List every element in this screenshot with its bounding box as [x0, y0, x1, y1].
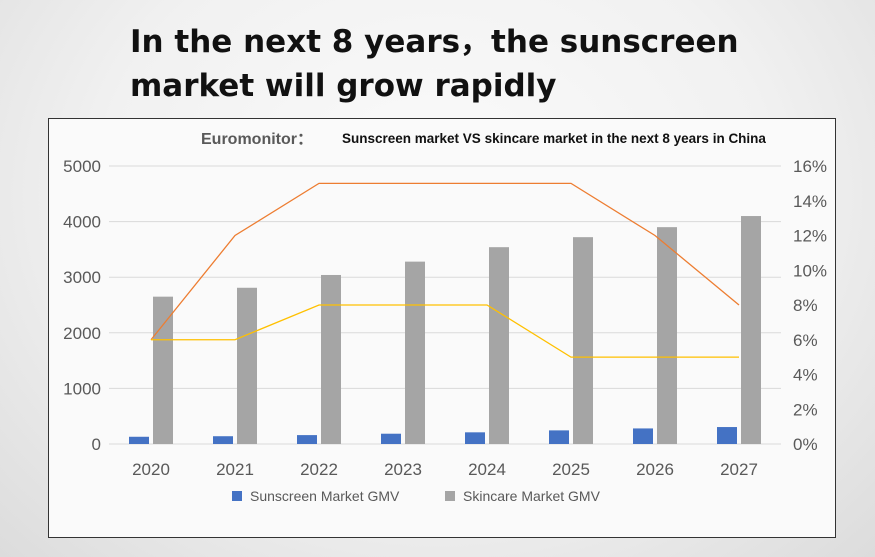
chart-frame: 0 1000 2000 3000 4000 5000 0% 2% 4% 6% 8% 10% 12% 14%… [48, 118, 836, 538]
category-label: 2026 [636, 460, 674, 479]
right-tick-label: 12% [793, 227, 827, 246]
right-tick-label: 6% [793, 331, 818, 350]
category-label: 2023 [384, 460, 422, 479]
lines [150, 182, 740, 358]
chart-svg: 0 1000 2000 3000 4000 5000 0% 2% 4% 6% 8% 10% 12% 14%… [63, 131, 827, 504]
chart-title: Sunscreen market VS skincare market in t… [342, 131, 766, 146]
right-tick-label: 16% [793, 157, 827, 176]
right-tick-label: 2% [793, 400, 818, 419]
sunscreen-bar [381, 433, 401, 444]
legend-label-sunscreen: Sunscreen Market GMV [250, 488, 400, 504]
category-label: 2025 [552, 460, 590, 479]
left-tick-label: 5000 [63, 157, 101, 176]
left-tick-label: 1000 [63, 379, 101, 398]
skincare-bar [741, 216, 761, 444]
right-tick-label: 10% [793, 261, 827, 280]
category-label: 2024 [468, 460, 506, 479]
right-tick-label: 4% [793, 366, 818, 385]
sunscreen-bar [549, 430, 569, 444]
skincare-bar [237, 287, 257, 444]
left-tick-label: 4000 [63, 213, 101, 232]
sunscreen-bar [297, 435, 317, 444]
left-tick-label: 2000 [63, 324, 101, 343]
sunscreen-bar [633, 428, 653, 444]
axis-labels: 0 1000 2000 3000 4000 5000 0% 2% 4% 6% 8% 10% 12% 14%… [63, 157, 827, 479]
skincare-bar [489, 247, 509, 444]
headline-title: In the next 8 years，the sunscreen market… [130, 24, 739, 104]
skincare-bar [321, 274, 341, 444]
right-tick-label: 0% [793, 435, 818, 454]
category-label: 2021 [216, 460, 254, 479]
legend-label-skincare: Skincare Market GMV [463, 488, 601, 504]
category-label: 2027 [720, 460, 758, 479]
sunscreen-bar [465, 432, 485, 444]
sunscreen-bar [129, 436, 149, 444]
sunscreen-bar [213, 436, 233, 444]
category-label: 2020 [132, 460, 170, 479]
skincare-bar [657, 227, 677, 444]
skincare-bar [153, 296, 173, 444]
sunscreen-bar [717, 427, 737, 444]
right-tick-label: 14% [793, 192, 827, 211]
source-label: Euromonitor： [201, 131, 313, 148]
legend: Sunscreen Market GMV Skincare Market GMV [232, 488, 601, 504]
legend-swatch-skincare [445, 491, 455, 501]
bars [129, 216, 761, 444]
left-tick-label: 0 [92, 435, 101, 454]
yellow-growth-line [151, 304, 739, 358]
legend-swatch-sunscreen [232, 491, 242, 501]
left-tick-label: 3000 [63, 268, 101, 287]
skincare-bar [405, 261, 425, 444]
orange-growth-line [150, 182, 740, 341]
skincare-bar [573, 237, 593, 444]
category-label: 2022 [300, 460, 338, 479]
right-tick-label: 8% [793, 296, 818, 315]
